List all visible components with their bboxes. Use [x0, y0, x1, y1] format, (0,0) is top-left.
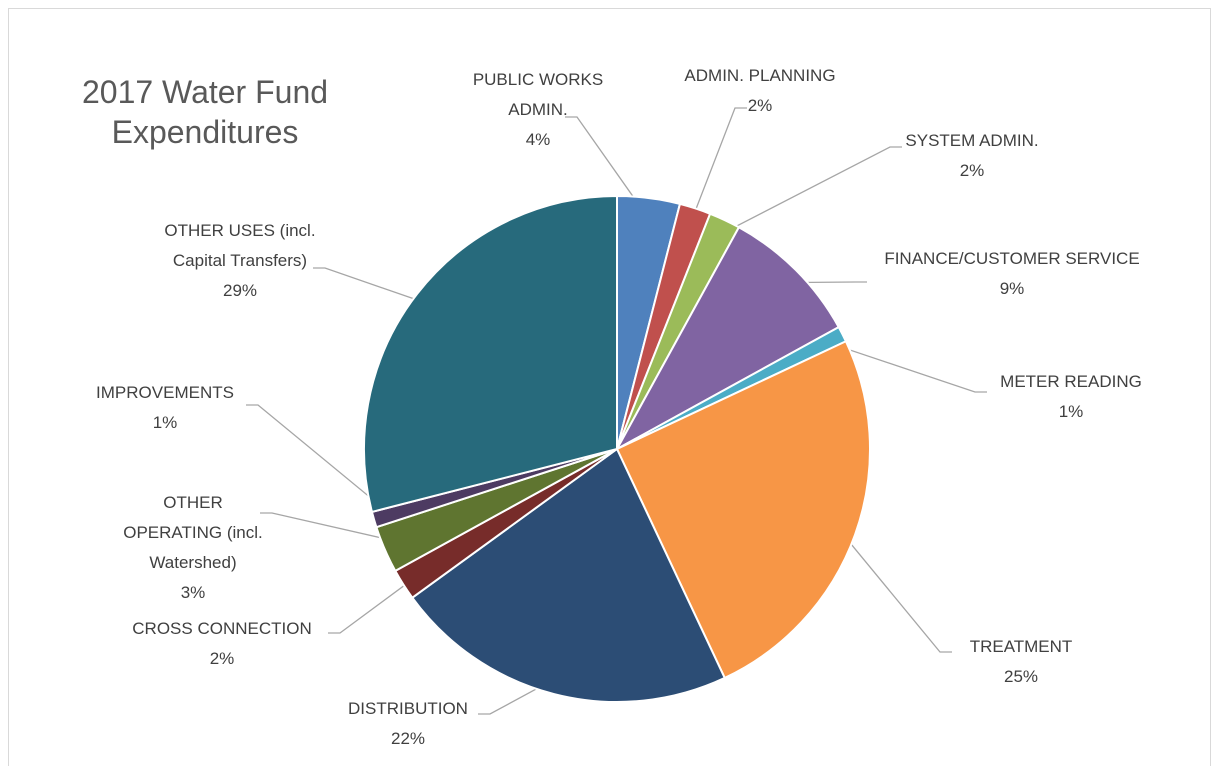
value-label: 29% — [222, 281, 258, 300]
data-label: TREATMENT 25% — [921, 632, 1121, 692]
category-label: METER READING — [1000, 372, 1142, 391]
pie-slice — [614, 225, 841, 452]
leader-line — [826, 341, 987, 393]
leader-line — [260, 512, 402, 544]
data-label: ADMIN. PLANNING 2% — [660, 61, 860, 121]
category-label: ADMIN. PLANNING — [684, 66, 836, 85]
value-label: 9% — [999, 279, 1025, 298]
value-label: 2% — [747, 96, 773, 115]
category-label: CROSS CONNECTION — [132, 619, 312, 638]
value-label: 1% — [152, 413, 178, 432]
data-label: SYSTEM ADMIN. 2% — [872, 126, 1072, 186]
leader-line — [246, 404, 392, 516]
category-label: IMPROVEMENTS — [96, 383, 234, 402]
leader-line — [837, 528, 952, 653]
leader-line — [328, 574, 419, 634]
category-label: DISTRIBUTION — [348, 699, 468, 718]
leader-lines — [246, 107, 987, 715]
data-label: OTHER USES (incl. Capital Transfers) 29% — [150, 216, 330, 306]
data-label: FINANCE/CUSTOMER SERVICE 9% — [852, 244, 1172, 304]
pie-slice — [615, 339, 871, 680]
chart-title: 2017 Water Fund Expenditures — [81, 74, 329, 150]
data-label: OTHER OPERATING (incl. Watershed) 3% — [113, 488, 273, 608]
category-label: PUBLIC WORKS ADMIN. — [472, 70, 604, 119]
leader-line — [313, 267, 432, 306]
pie-slice — [363, 194, 618, 514]
leader-line — [565, 116, 648, 216]
value-label: 3% — [180, 583, 206, 602]
category-label: TREATMENT — [969, 637, 1073, 656]
data-label: DISTRIBUTION 22% — [308, 694, 508, 754]
category-label: FINANCE/CUSTOMER SERVICE — [884, 249, 1140, 268]
value-label: 2% — [209, 649, 235, 668]
value-label: 1% — [1058, 402, 1084, 421]
data-label: PUBLIC WORKS ADMIN. 4% — [468, 65, 608, 155]
leader-line — [716, 146, 902, 237]
value-label: 25% — [1003, 667, 1039, 686]
value-label: 4% — [525, 130, 551, 149]
category-label: SYSTEM ADMIN. — [905, 131, 1039, 150]
pie-slice — [410, 447, 727, 703]
leader-line — [689, 107, 747, 226]
chart-frame — [8, 8, 1211, 766]
value-label: 2% — [959, 161, 985, 180]
category-label: OTHER USES (incl. Capital Transfers) — [164, 221, 316, 270]
value-label: 22% — [390, 729, 426, 748]
data-label: CROSS CONNECTION 2% — [107, 614, 337, 674]
data-label: METER READING 1% — [971, 367, 1171, 427]
data-label: IMPROVEMENTS 1% — [65, 378, 265, 438]
category-label: OTHER OPERATING (incl. Watershed) — [123, 493, 263, 572]
